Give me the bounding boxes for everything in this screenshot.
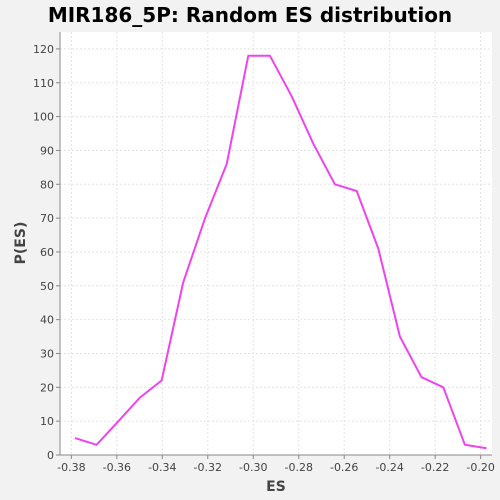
- x-tick-label: -0.22: [421, 461, 449, 474]
- series-line: [74, 54, 487, 450]
- y-tick-label: 90: [40, 144, 54, 157]
- series-group: [74, 54, 487, 450]
- y-tick-label: 70: [40, 212, 54, 225]
- y-tick-label: 10: [40, 415, 54, 428]
- axes: [59, 32, 492, 456]
- y-tick-label: 80: [40, 178, 54, 191]
- y-tick-label: 50: [40, 280, 54, 293]
- y-tick-label: 0: [47, 449, 54, 462]
- x-tick-label: -0.20: [466, 461, 494, 474]
- x-tick-label: -0.36: [103, 461, 131, 474]
- y-tick-label: 120: [33, 43, 54, 56]
- x-axis-ticks: -0.38 -0.36 -0.34 -0.32 -0.30 -0.28 -0.26 -0.24…: [57, 455, 495, 474]
- y-tick-label: 60: [40, 246, 54, 259]
- x-tick-label: -0.34: [148, 461, 176, 474]
- y-tick-label: 40: [40, 314, 54, 327]
- y-axis-label: P(ES): [13, 222, 29, 265]
- y-axis-ticks: 0 10 20 30 40 50 60 70 80 90 100 110 120: [33, 43, 60, 462]
- x-tick-label: -0.26: [330, 461, 358, 474]
- y-tick-label: 100: [33, 111, 54, 124]
- x-axis-label: ES: [266, 479, 286, 495]
- chart-title: MIR186_5P: Random ES distribution: [48, 3, 452, 27]
- y-tick-label: 20: [40, 381, 54, 394]
- x-tick-label: -0.38: [57, 461, 85, 474]
- x-tick-label: -0.30: [239, 461, 267, 474]
- plot-area: [60, 32, 492, 455]
- y-tick-label: 110: [33, 77, 54, 90]
- x-tick-label: -0.32: [194, 461, 222, 474]
- grid: [60, 32, 492, 456]
- x-tick-label: -0.28: [285, 461, 313, 474]
- x-tick-label: -0.24: [375, 461, 403, 474]
- y-tick-label: 30: [40, 347, 54, 360]
